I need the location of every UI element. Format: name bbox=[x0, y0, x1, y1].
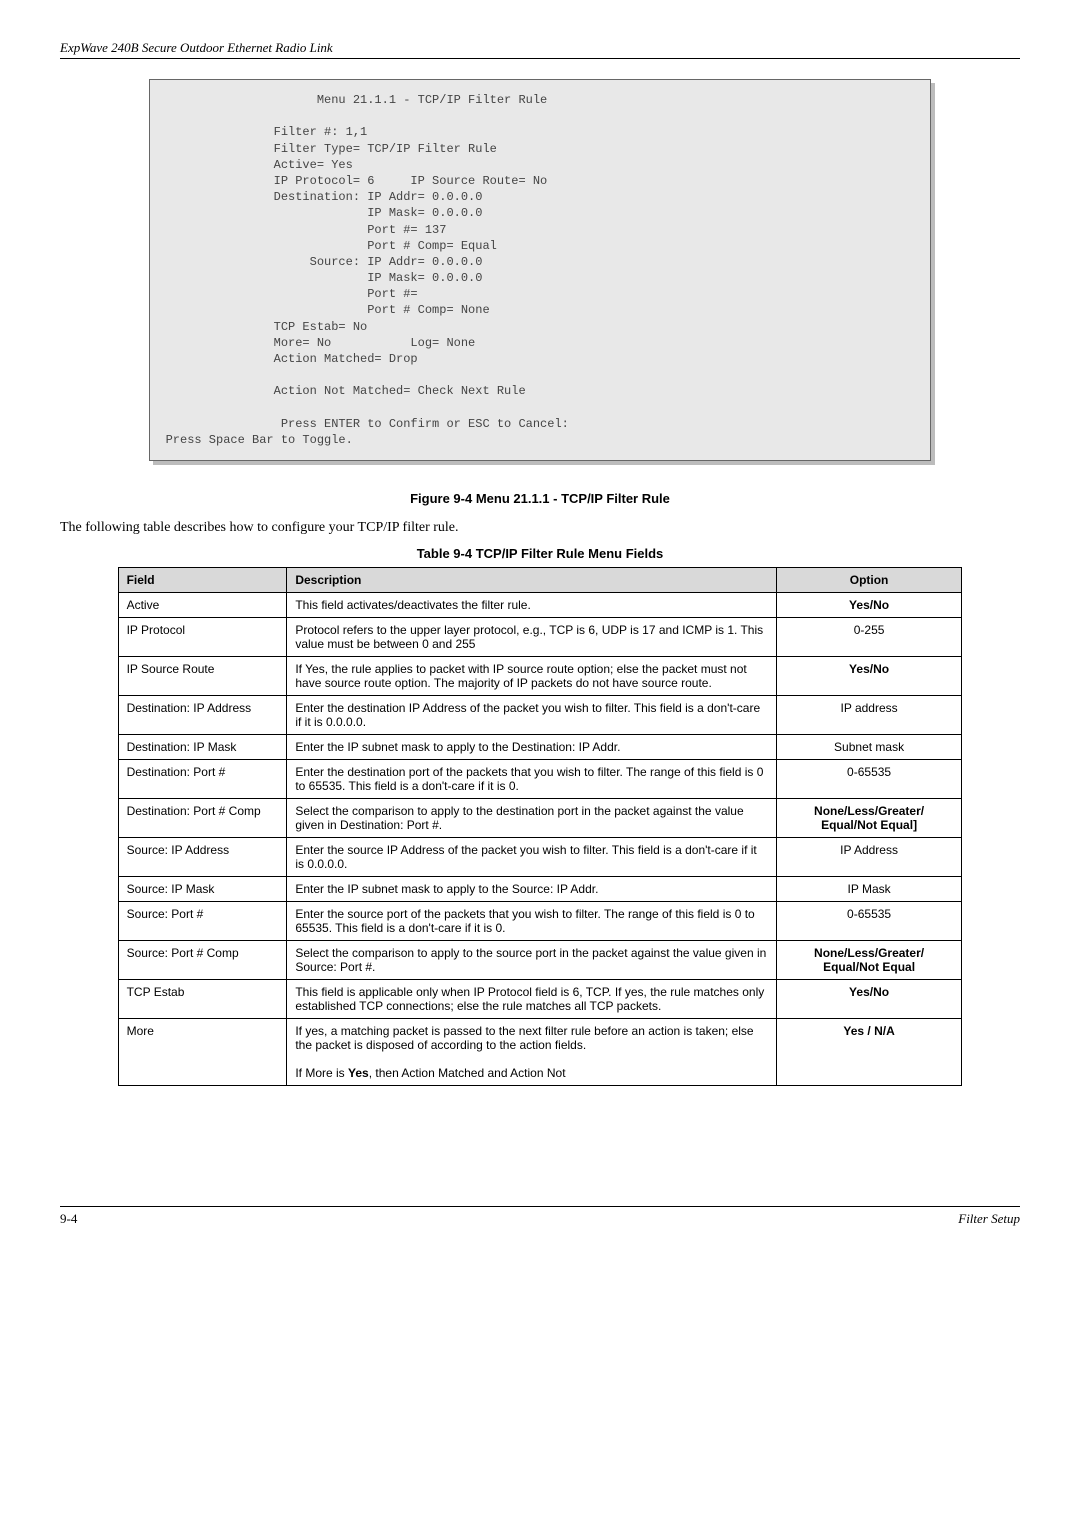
cell-field: Destination: IP Address bbox=[118, 696, 287, 735]
cell-option: 0-255 bbox=[776, 618, 962, 657]
intro-text: The following table describes how to con… bbox=[60, 520, 1020, 536]
cell-description: Enter the source IP Address of the packe… bbox=[287, 838, 776, 877]
cell-description: Enter the IP subnet mask to apply to the… bbox=[287, 735, 776, 760]
cell-field: IP Source Route bbox=[118, 657, 287, 696]
cell-option: Yes / N/A bbox=[776, 1019, 962, 1086]
cell-description: Select the comparison to apply to the so… bbox=[287, 941, 776, 980]
table-row: Source: Port # CompSelect the comparison… bbox=[118, 941, 962, 980]
cell-field: Destination: Port # bbox=[118, 760, 287, 799]
cell-description: Enter the destination port of the packet… bbox=[287, 760, 776, 799]
terminal-output: Menu 21.1.1 - TCP/IP Filter Rule Filter … bbox=[149, 79, 932, 461]
cell-description: Enter the source port of the packets tha… bbox=[287, 902, 776, 941]
cell-description: This field activates/deactivates the fil… bbox=[287, 593, 776, 618]
footer-page-number: 9-4 bbox=[60, 1211, 77, 1227]
cell-field: Source: IP Address bbox=[118, 838, 287, 877]
table-row: IP ProtocolProtocol refers to the upper … bbox=[118, 618, 962, 657]
figure-caption: Figure 9-4 Menu 21.1.1 - TCP/IP Filter R… bbox=[60, 491, 1020, 506]
cell-description: Enter the IP subnet mask to apply to the… bbox=[287, 877, 776, 902]
header-description: Description bbox=[287, 568, 776, 593]
cell-field: Source: Port # Comp bbox=[118, 941, 287, 980]
footer-section: Filter Setup bbox=[958, 1211, 1020, 1227]
cell-field: IP Protocol bbox=[118, 618, 287, 657]
filter-rule-table: Field Description Option ActiveThis fiel… bbox=[118, 567, 963, 1086]
cell-description: Protocol refers to the upper layer proto… bbox=[287, 618, 776, 657]
cell-option: Yes/No bbox=[776, 593, 962, 618]
cell-option: IP Address bbox=[776, 838, 962, 877]
cell-option: IP address bbox=[776, 696, 962, 735]
cell-option: None/Less/Greater/Equal/Not Equal bbox=[776, 941, 962, 980]
page-header: ExpWave 240B Secure Outdoor Ethernet Rad… bbox=[60, 40, 1020, 59]
table-header-row: Field Description Option bbox=[118, 568, 962, 593]
table-row: Destination: IP MaskEnter the IP subnet … bbox=[118, 735, 962, 760]
cell-option: 0-65535 bbox=[776, 902, 962, 941]
table-row: MoreIf yes, a matching packet is passed … bbox=[118, 1019, 962, 1086]
page-footer: 9-4 Filter Setup bbox=[60, 1206, 1020, 1227]
table-row: IP Source RouteIf Yes, the rule applies … bbox=[118, 657, 962, 696]
cell-field: TCP Estab bbox=[118, 980, 287, 1019]
table-row: Source: IP MaskEnter the IP subnet mask … bbox=[118, 877, 962, 902]
cell-description: If Yes, the rule applies to packet with … bbox=[287, 657, 776, 696]
cell-field: Source: IP Mask bbox=[118, 877, 287, 902]
table-row: Destination: Port # CompSelect the compa… bbox=[118, 799, 962, 838]
cell-option: Yes/No bbox=[776, 657, 962, 696]
table-caption: Table 9-4 TCP/IP Filter Rule Menu Fields bbox=[60, 546, 1020, 561]
cell-description: Select the comparison to apply to the de… bbox=[287, 799, 776, 838]
header-option: Option bbox=[776, 568, 962, 593]
cell-description: Enter the destination IP Address of the … bbox=[287, 696, 776, 735]
cell-option: Subnet mask bbox=[776, 735, 962, 760]
table-row: Destination: IP AddressEnter the destina… bbox=[118, 696, 962, 735]
cell-field: More bbox=[118, 1019, 287, 1086]
cell-description: This field is applicable only when IP Pr… bbox=[287, 980, 776, 1019]
table-row: Source: IP AddressEnter the source IP Ad… bbox=[118, 838, 962, 877]
cell-field: Destination: IP Mask bbox=[118, 735, 287, 760]
cell-option: Yes/No bbox=[776, 980, 962, 1019]
cell-field: Active bbox=[118, 593, 287, 618]
header-field: Field bbox=[118, 568, 287, 593]
table-row: Source: Port #Enter the source port of t… bbox=[118, 902, 962, 941]
cell-field: Destination: Port # Comp bbox=[118, 799, 287, 838]
cell-option: None/Less/Greater/Equal/Not Equal] bbox=[776, 799, 962, 838]
table-row: Destination: Port #Enter the destination… bbox=[118, 760, 962, 799]
cell-option: IP Mask bbox=[776, 877, 962, 902]
cell-option: 0-65535 bbox=[776, 760, 962, 799]
cell-field: Source: Port # bbox=[118, 902, 287, 941]
table-row: TCP EstabThis field is applicable only w… bbox=[118, 980, 962, 1019]
table-row: ActiveThis field activates/deactivates t… bbox=[118, 593, 962, 618]
cell-description: If yes, a matching packet is passed to t… bbox=[287, 1019, 776, 1086]
